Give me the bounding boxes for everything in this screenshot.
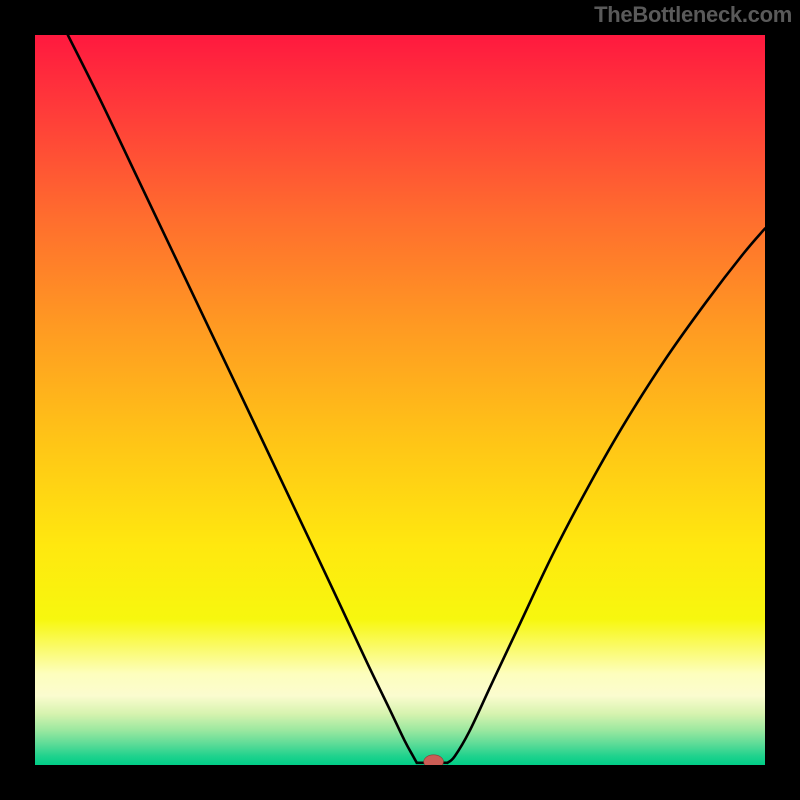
chart-frame: TheBottleneck.com [0,0,800,800]
gradient-background [35,35,765,765]
bottleneck-line-chart [35,35,765,765]
watermark-text: TheBottleneck.com [594,2,792,28]
plot-area [35,35,765,765]
